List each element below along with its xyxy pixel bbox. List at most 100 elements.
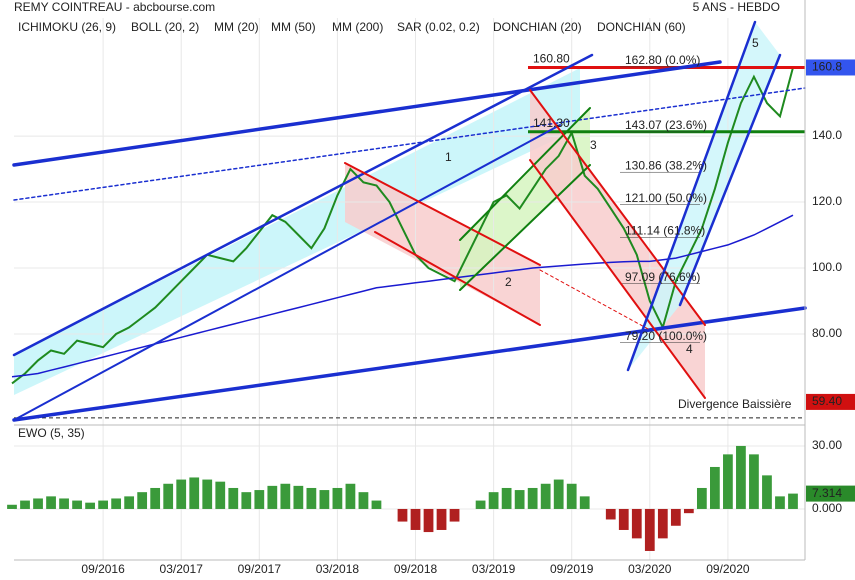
bar (449, 508, 460, 522)
bar (280, 483, 291, 509)
bar (527, 487, 538, 509)
trendline (13, 87, 806, 201)
bar (72, 500, 82, 509)
period: 5 ANS - HEBDO (693, 0, 780, 14)
channel-2-fill (345, 163, 540, 325)
y-tick-label: 0.000 (812, 501, 842, 515)
trendline (374, 231, 541, 326)
last-price: 160.8 (812, 60, 842, 74)
trendline (626, 20, 757, 372)
level-label: 141.30 (533, 116, 570, 130)
bar (657, 508, 668, 539)
bar (306, 487, 317, 509)
trendline (539, 269, 651, 331)
indicator-label: MM (200) (332, 20, 383, 34)
bar (228, 487, 239, 509)
last-price-box (806, 59, 855, 76)
bar (605, 508, 616, 520)
level-label: 160.80 (533, 52, 570, 66)
bar (397, 508, 408, 522)
channel-1-fill (14, 68, 580, 395)
bar (345, 483, 356, 509)
indicator-label: MM (50) (271, 20, 316, 34)
annotation: 2 (505, 275, 512, 289)
indicator-label: SAR (0.02, 0.2) (397, 20, 480, 34)
marks (7, 65, 805, 551)
annotation: 5 (752, 36, 759, 50)
bar (163, 483, 174, 509)
bar (579, 496, 590, 509)
bar (85, 502, 95, 509)
bar (98, 500, 108, 509)
bar (475, 500, 486, 509)
fib-label: 162.80 (0.0%) (625, 53, 700, 67)
last-ewo-box (806, 485, 855, 502)
fib-label: 111.14 (61.8%) (625, 223, 705, 237)
indicator-label: MM (20) (214, 20, 259, 34)
trendline (459, 107, 591, 241)
x-tick-label: 03/2019 (472, 562, 516, 576)
bar (371, 500, 382, 509)
trendline (529, 89, 706, 326)
bar (124, 496, 135, 509)
bar (710, 466, 720, 509)
bar (267, 485, 278, 509)
bar (241, 492, 252, 509)
bar (293, 485, 304, 509)
x-tick-label: 03/2018 (316, 562, 360, 576)
indicator-label: BOLL (20, 2) (131, 20, 199, 34)
bar (319, 490, 330, 509)
bar (59, 498, 69, 509)
bar (189, 477, 200, 509)
bar (618, 508, 629, 530)
y-tick-label: 100.0 (812, 260, 842, 274)
bar (20, 500, 30, 509)
fib-label: 121.00 (50.0%) (625, 191, 707, 205)
bar (137, 492, 148, 509)
bar (215, 481, 226, 509)
bar (436, 508, 447, 530)
y-tick-label: 30.00 (812, 438, 842, 452)
bar (540, 483, 551, 509)
bar (501, 487, 512, 509)
trendline (678, 53, 782, 307)
annotation: 1 (445, 150, 452, 164)
bar (788, 493, 798, 509)
bar (33, 498, 43, 509)
trendline (12, 53, 594, 357)
x-tick-label: 09/2018 (394, 562, 438, 576)
fib-label: 79.20 (100.0%) (625, 329, 707, 343)
bar (254, 490, 265, 509)
indicator-label: DONCHIAN (60) (597, 20, 686, 34)
level-box (806, 393, 855, 410)
trendline (459, 164, 591, 291)
channel-5-fill (628, 22, 780, 370)
bar (332, 487, 343, 509)
bar (723, 454, 733, 509)
bar (670, 508, 681, 526)
bar (553, 479, 564, 509)
bar (566, 483, 577, 509)
annotation: 3 (590, 138, 597, 152)
bar (423, 508, 434, 533)
bar (514, 490, 525, 509)
indicator-label: DONCHIAN (20) (493, 20, 582, 34)
indicator-label: ICHIMOKU (26, 9) (18, 20, 116, 34)
bar (488, 492, 499, 509)
bar (150, 487, 161, 509)
bar (410, 508, 421, 530)
bar (683, 508, 694, 514)
annotation: Divergence Baissière (678, 397, 792, 411)
bar (644, 508, 655, 551)
series-line (11, 214, 794, 378)
trendlines (12, 20, 807, 422)
bar (696, 487, 707, 509)
trendline (13, 124, 561, 421)
labels: 09/2016 03/2017 09/2017 03/2018 09/2018 03/20… (81, 36, 855, 576)
bar (749, 454, 759, 509)
trendline (344, 162, 541, 266)
x-tick-label: 09/2017 (238, 562, 282, 576)
bar (176, 479, 187, 509)
y-tick-label: 120.0 (812, 194, 842, 208)
